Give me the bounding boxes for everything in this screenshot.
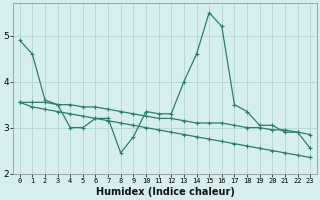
X-axis label: Humidex (Indice chaleur): Humidex (Indice chaleur): [96, 187, 234, 197]
